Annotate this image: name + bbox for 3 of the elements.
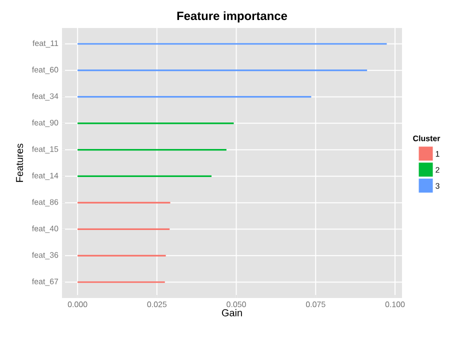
x-axis-title: Gain [222, 309, 242, 316]
chart-title: Feature importance [177, 11, 288, 22]
y-axis-title: Features [16, 144, 24, 182]
